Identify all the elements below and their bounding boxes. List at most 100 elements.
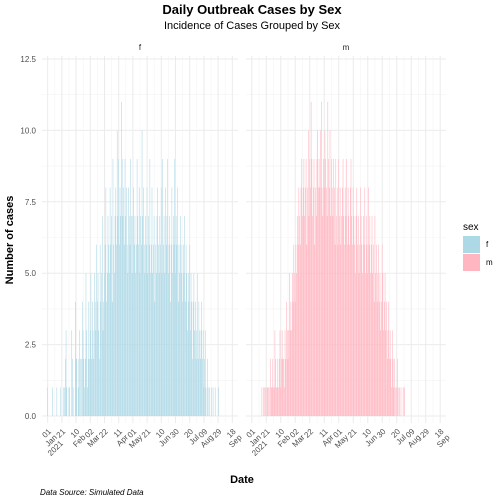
bar — [328, 158, 329, 416]
bar — [115, 187, 117, 416]
bar — [292, 273, 293, 416]
bar — [94, 301, 96, 416]
bar — [97, 273, 99, 416]
bar — [315, 187, 316, 416]
bar — [187, 330, 188, 416]
bar — [144, 273, 146, 416]
bar — [97, 301, 98, 416]
bar — [87, 358, 89, 416]
bar — [298, 187, 300, 416]
bar — [75, 358, 77, 416]
bar — [281, 358, 282, 416]
bar — [178, 244, 180, 416]
bar — [394, 358, 395, 416]
bar — [66, 387, 68, 416]
bar — [128, 187, 129, 416]
bar — [375, 273, 376, 416]
bar — [372, 273, 374, 416]
bar — [165, 244, 167, 416]
bar — [313, 158, 315, 416]
bar — [131, 273, 133, 416]
bar — [356, 187, 358, 416]
y-tick-label: 10.0 — [20, 126, 36, 135]
bar — [281, 330, 283, 416]
bar — [200, 330, 202, 416]
bar — [309, 158, 310, 416]
bar — [391, 387, 392, 416]
bar — [404, 387, 405, 416]
bar — [141, 130, 143, 416]
bar — [124, 158, 126, 416]
bar — [276, 387, 278, 416]
facet-strip-label: m — [343, 43, 350, 52]
bar — [155, 244, 156, 416]
bar — [376, 301, 378, 416]
bar — [271, 387, 272, 416]
bar — [207, 358, 208, 416]
bar — [371, 244, 372, 416]
bar — [376, 244, 377, 416]
bar — [214, 387, 216, 416]
bar — [349, 187, 351, 416]
bar — [387, 330, 389, 416]
bar — [284, 330, 286, 416]
bar — [289, 273, 290, 416]
bar — [339, 187, 341, 416]
bar — [300, 187, 302, 416]
bar — [91, 358, 92, 416]
bar — [305, 158, 307, 416]
bar — [267, 387, 268, 416]
bar — [127, 273, 129, 416]
bar — [192, 358, 193, 416]
bar — [308, 216, 310, 416]
bar — [325, 158, 326, 416]
legend-label-f: f — [486, 240, 489, 249]
bar — [151, 187, 153, 416]
bar — [400, 387, 402, 416]
chart-title: Daily Outbreak Cases by Sex — [162, 2, 342, 17]
bar — [331, 187, 333, 416]
bar — [314, 244, 316, 416]
bar — [355, 273, 356, 416]
bar — [117, 216, 119, 416]
bar — [307, 187, 308, 416]
bar — [83, 358, 85, 416]
y-tick-label: 12.5 — [20, 55, 36, 64]
bar — [347, 187, 349, 416]
bar — [358, 273, 360, 416]
bar — [99, 358, 100, 416]
bar — [106, 301, 107, 416]
bar — [86, 330, 87, 416]
bar — [160, 244, 161, 416]
bar — [92, 301, 93, 416]
bar — [185, 301, 186, 416]
bar — [128, 216, 130, 416]
bar — [168, 244, 170, 416]
bar — [318, 187, 319, 416]
bar — [209, 387, 210, 416]
bar — [71, 330, 73, 416]
bar — [69, 387, 70, 416]
bar — [170, 301, 171, 416]
bar — [326, 187, 327, 416]
bar — [204, 358, 205, 416]
bar — [289, 330, 291, 416]
bar — [344, 244, 345, 416]
bar — [357, 216, 359, 416]
bar — [366, 244, 368, 416]
bar — [164, 273, 166, 416]
bar — [323, 158, 324, 416]
bar — [143, 187, 144, 416]
bar — [183, 273, 185, 416]
bar — [173, 216, 174, 416]
bar — [278, 387, 279, 416]
bar — [284, 387, 285, 416]
bar — [333, 158, 334, 416]
bar — [157, 187, 158, 416]
bar — [337, 244, 339, 416]
bar — [56, 387, 58, 416]
bar — [121, 158, 123, 416]
bar — [62, 387, 64, 416]
legend-key-m — [463, 254, 480, 271]
bar — [170, 244, 172, 416]
